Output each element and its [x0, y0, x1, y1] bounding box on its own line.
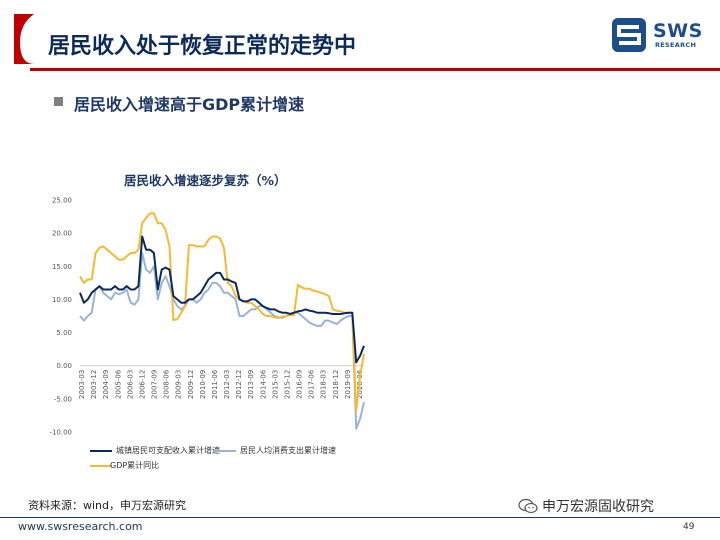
y-tick-label: -10.00	[49, 429, 72, 437]
logo-subtext: RESEARCH	[655, 41, 697, 49]
x-tick-label: 2015-12	[283, 370, 291, 399]
x-tick-label: 2011-06	[211, 369, 219, 399]
sws-logo-icon	[612, 18, 646, 52]
bullet-icon	[54, 97, 63, 106]
legend-item-2: 居民人均消费支出累计增速	[240, 446, 336, 455]
x-tick-label: 2009-03	[175, 370, 183, 399]
source-note: 资料来源：wind，申万宏源研究	[28, 499, 187, 512]
x-tick-label: 2006-03	[126, 370, 134, 399]
x-tick-label: 2004-09	[102, 370, 110, 399]
x-tick-label: 2009-12	[187, 370, 195, 399]
title-banner	[14, 14, 34, 64]
y-tick-label: 10.00	[52, 296, 72, 304]
y-tick-label: 15.00	[52, 263, 72, 271]
x-tick-label: 2012-12	[235, 370, 243, 399]
series-line-2	[79, 252, 365, 430]
y-tick-label: 0.00	[56, 362, 72, 370]
chart-title: 居民收入增速逐步复苏（%）	[124, 173, 287, 188]
x-tick-label: 2008-06	[163, 369, 171, 399]
header-divider	[30, 68, 720, 71]
y-tick-label: -5.00	[54, 395, 72, 403]
x-tick-label: 2006-12	[138, 370, 146, 399]
x-tick-label: 2012-03	[223, 370, 231, 399]
wechat-icon	[518, 498, 538, 514]
x-tick-label: 2019-09	[344, 370, 352, 399]
watermark-text: 申万宏源固收研究	[542, 499, 654, 515]
series-line-1	[79, 235, 365, 364]
x-tick-label: 2013-09	[247, 370, 255, 399]
x-tick-label: 2003-03	[78, 370, 86, 399]
footer-divider	[0, 517, 720, 518]
x-tick-label: 2010-09	[199, 370, 207, 399]
legend-item-1: 城镇居民可支配收入累计增速	[116, 446, 220, 455]
x-tick-label: 2018-03	[320, 370, 328, 399]
y-tick-label: 20.00	[52, 230, 72, 238]
x-tick-label: 2016-09	[296, 370, 304, 399]
x-tick-label: 2015-03	[271, 370, 279, 399]
x-tick-label: 2014-06	[259, 369, 267, 399]
x-tick-label: 2003-12	[90, 370, 98, 399]
x-tick-label: 2005-06	[114, 369, 122, 399]
logo-text: SWS	[653, 20, 703, 42]
legend-item-3: GDP累计同比	[110, 461, 160, 470]
section-subtitle: 居民收入增速高于GDP累计增速	[74, 95, 305, 114]
y-tick-label: 5.00	[56, 329, 72, 337]
legend-swatch-2	[214, 450, 236, 452]
page-title: 居民收入处于恢复正常的走势中	[48, 34, 357, 59]
legend-swatch-3	[90, 465, 112, 467]
series-line-3	[79, 212, 365, 412]
legend-swatch-1	[90, 450, 112, 452]
page-number: 49	[683, 522, 695, 532]
x-tick-label: 2007-09	[151, 370, 159, 399]
y-tick-label: 25.00	[52, 197, 72, 205]
x-tick-label: 2018-12	[332, 370, 340, 399]
website-link[interactable]: www.swsresearch.com	[18, 520, 143, 533]
x-tick-label: 2017-06	[308, 369, 316, 399]
